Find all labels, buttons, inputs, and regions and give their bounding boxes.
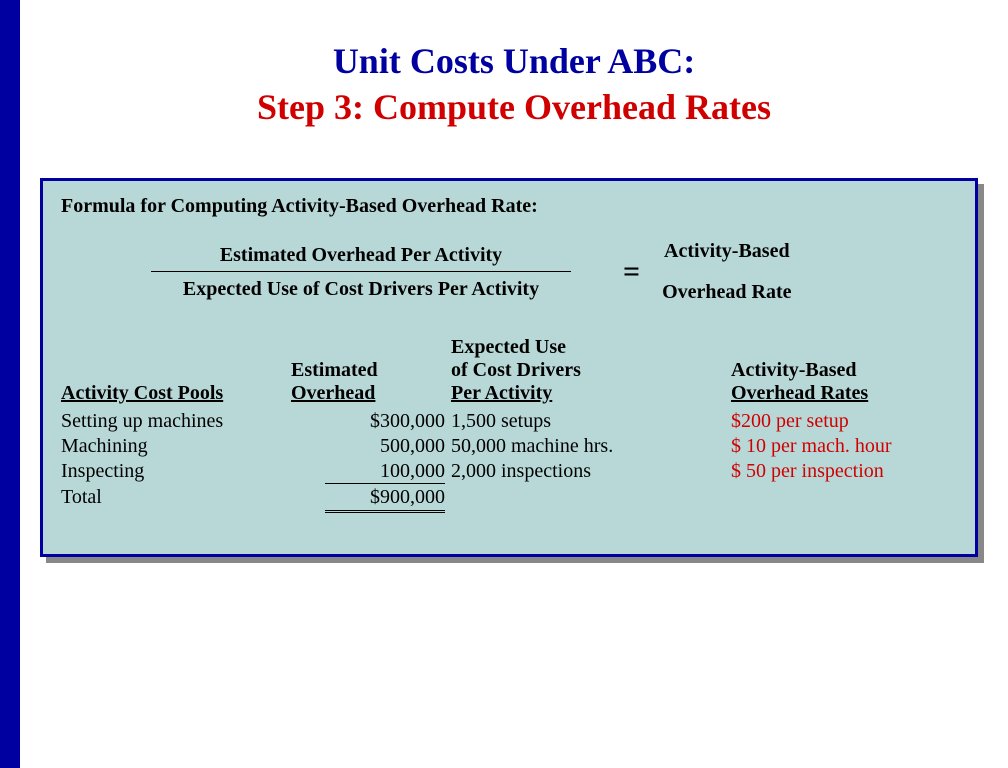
result-line-2: Overhead Rate bbox=[662, 281, 791, 304]
title-line-2: Step 3: Compute Overhead Rates bbox=[20, 86, 1008, 128]
overhead-table: Activity Cost Pools Estimated Overhead E… bbox=[61, 334, 957, 514]
overhead-value: 500,000 bbox=[325, 435, 445, 458]
cell-pool: Inspecting bbox=[61, 459, 291, 485]
cell-total-overhead: $900,000 bbox=[291, 485, 451, 514]
overhead-value: 100,000 bbox=[325, 460, 445, 484]
table-row: Setting up machines $300,000 1,500 setup… bbox=[61, 409, 957, 434]
th-driver-l2: of Cost Drivers bbox=[451, 359, 725, 382]
th-driver: Expected Use of Cost Drivers Per Activit… bbox=[451, 334, 731, 409]
th-overhead-l2: Overhead bbox=[291, 382, 445, 405]
table-row: Inspecting 100,000 2,000 inspections $ 5… bbox=[61, 459, 957, 485]
equals-sign: = bbox=[623, 255, 640, 289]
formula-result: Activity-Based Overhead Rate bbox=[662, 240, 791, 304]
th-overhead: Estimated Overhead bbox=[291, 334, 451, 409]
overhead-total-value: $900,000 bbox=[325, 486, 445, 513]
th-pool: Activity Cost Pools bbox=[61, 334, 291, 409]
th-rate-l2: Overhead Rates bbox=[731, 382, 951, 405]
formula-numerator: Estimated Overhead Per Activity bbox=[121, 244, 601, 271]
overhead-value: $300,000 bbox=[325, 410, 445, 433]
title-line-1: Unit Costs Under ABC: bbox=[20, 40, 1008, 82]
cell-rate: $ 50 per inspection bbox=[731, 459, 957, 485]
cell-driver: 50,000 machine hrs. bbox=[451, 434, 731, 459]
th-rate-l1: Activity-Based bbox=[731, 359, 951, 382]
cell-rate: $ 10 per mach. hour bbox=[731, 434, 957, 459]
th-driver-l1: Expected Use bbox=[451, 336, 725, 359]
cell-overhead: 100,000 bbox=[291, 459, 451, 485]
cell-overhead: $300,000 bbox=[291, 409, 451, 434]
cell-pool: Machining bbox=[61, 434, 291, 459]
formula-row: Estimated Overhead Per Activity Expected… bbox=[61, 240, 957, 304]
th-driver-l3: Per Activity bbox=[451, 382, 725, 405]
cell-total-label: Total bbox=[61, 485, 291, 514]
cell-driver: 2,000 inspections bbox=[451, 459, 731, 485]
formula-heading: Formula for Computing Activity-Based Ove… bbox=[61, 195, 957, 218]
cell-overhead: 500,000 bbox=[291, 434, 451, 459]
th-rate: Activity-Based Overhead Rates bbox=[731, 334, 957, 409]
cell-rate: $200 per setup bbox=[731, 409, 957, 434]
th-overhead-l1: Estimated bbox=[291, 359, 445, 382]
formula-denominator: Expected Use of Cost Drivers Per Activit… bbox=[121, 272, 601, 301]
formula-fraction: Estimated Overhead Per Activity Expected… bbox=[121, 244, 601, 301]
table-total-row: Total $900,000 bbox=[61, 485, 957, 514]
cell-driver: 1,500 setups bbox=[451, 409, 731, 434]
cell-pool: Setting up machines bbox=[61, 409, 291, 434]
content-panel: Formula for Computing Activity-Based Ove… bbox=[40, 178, 978, 557]
result-line-1: Activity-Based bbox=[662, 240, 791, 263]
slide-title: Unit Costs Under ABC: Step 3: Compute Ov… bbox=[20, 0, 1008, 158]
table-row: Machining 500,000 50,000 machine hrs. $ … bbox=[61, 434, 957, 459]
